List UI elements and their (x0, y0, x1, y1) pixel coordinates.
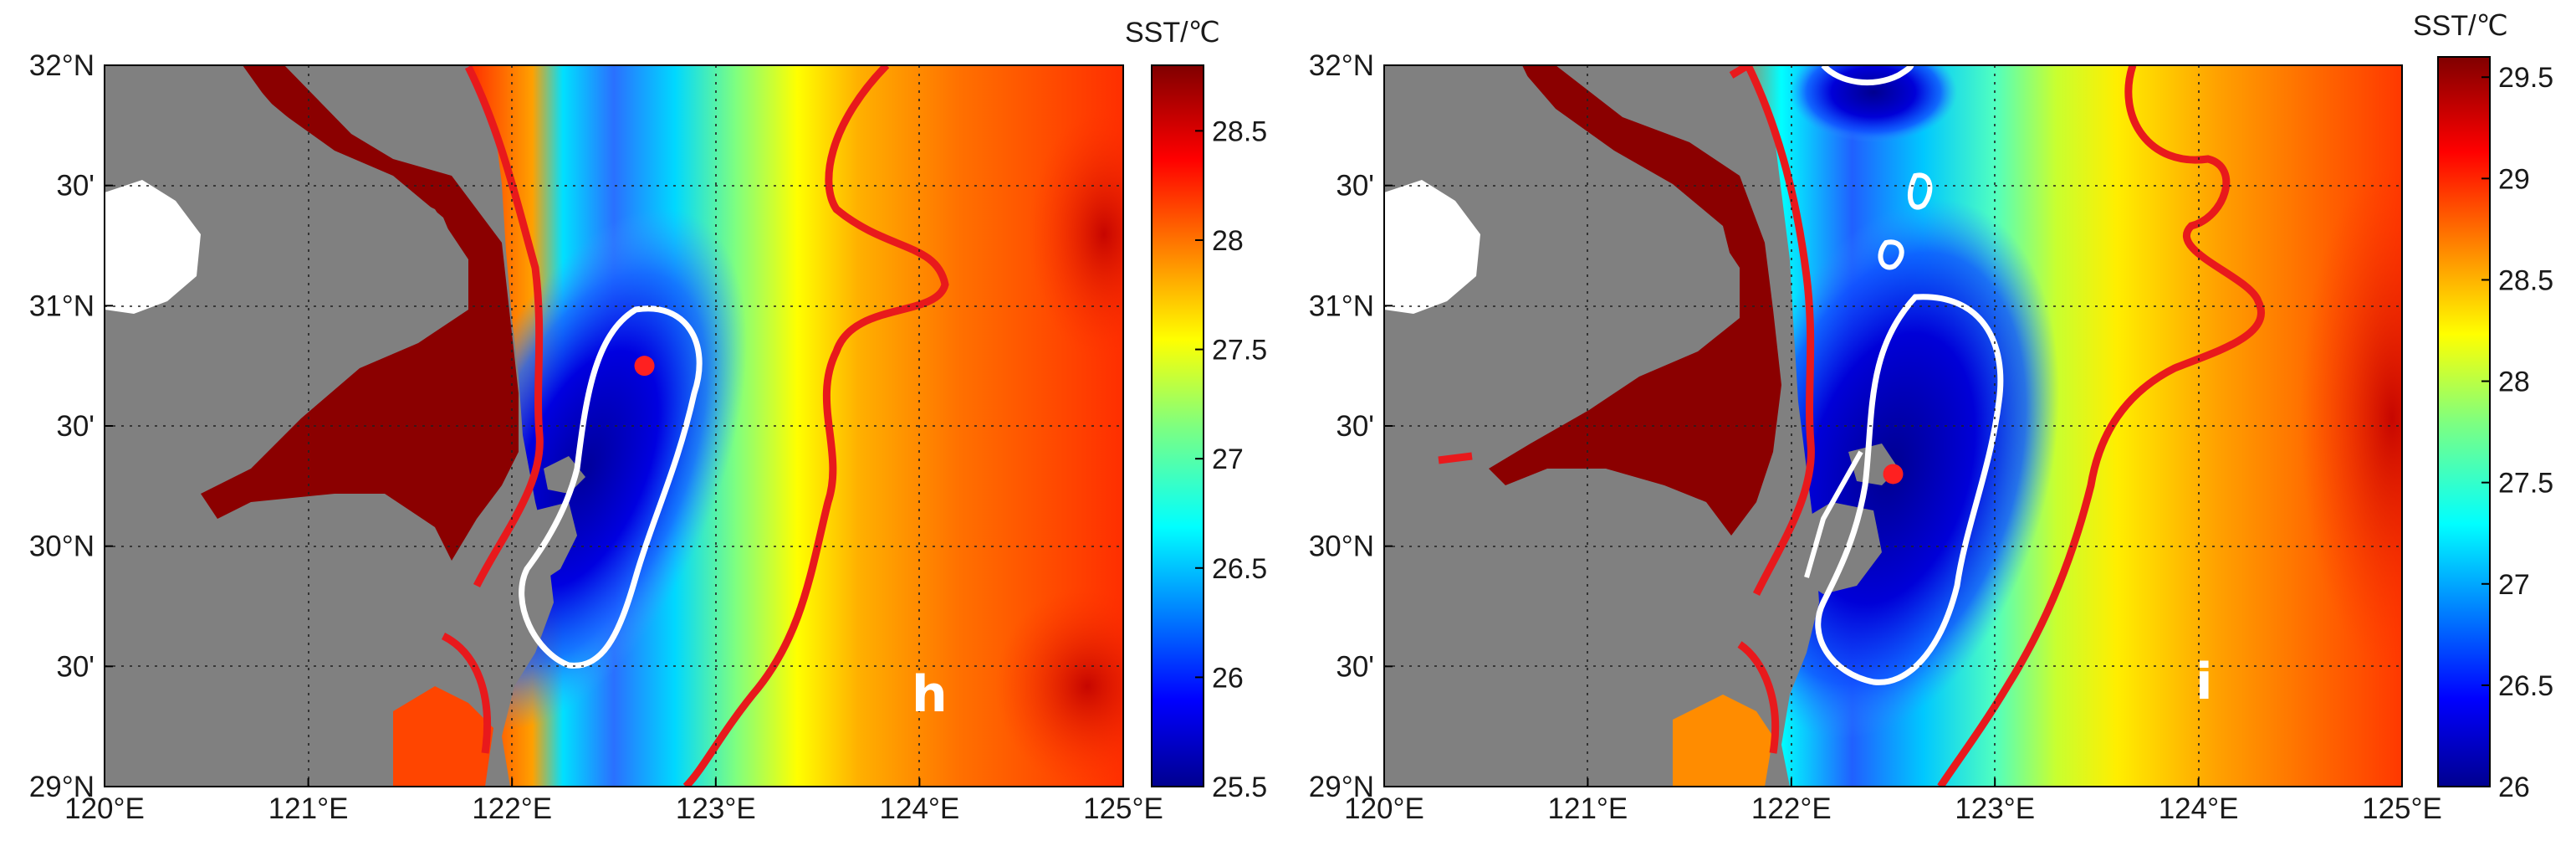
land-zhoushan-h (502, 456, 585, 586)
colorbar-tick-label-i-4: 28 (2498, 367, 2530, 398)
contour-white-west-i (1804, 450, 1863, 578)
colorbar-tick-label-h-2: 26.5 (1212, 553, 1267, 585)
colorbar-tick-label-i-1: 26.5 (2498, 670, 2553, 702)
lat-tick-label-i-3: 30' (1336, 410, 1374, 443)
lat-tick-label-h-0: 29°N (29, 771, 95, 803)
lon-axis-h: 120°E 121°E 122°E 123°E 124°E 125°E (64, 778, 1163, 825)
colorbar-tick-label-h-5: 28 (1212, 225, 1244, 257)
colorbar-tick-label-i-6: 29 (2498, 163, 2530, 195)
colorbar-tick-label-i-2: 27 (2498, 569, 2530, 601)
lake-h (105, 180, 201, 314)
lon-tick-label-h-1: 121°E (268, 792, 349, 825)
contour-red-east-h (682, 65, 949, 787)
land-changjiang-mouth-h (201, 65, 519, 561)
contour-white-north-i (1821, 65, 1914, 86)
contour-red-east-i (1937, 65, 2265, 787)
panel-label-h: h (912, 665, 948, 724)
lat-tick-label-i-0: 29°N (1309, 771, 1374, 803)
lon-tick-label-h-3: 123°E (676, 792, 756, 825)
lon-tick-label-i-3: 123°E (1955, 792, 2035, 825)
lat-tick-label-i-5: 30' (1336, 170, 1374, 203)
lake-i (1384, 180, 1480, 314)
lat-tick-label-h-6: 32°N (29, 49, 95, 82)
panel-label-i: i (2195, 653, 2213, 711)
contour-red-west-i (1744, 65, 1815, 597)
station-marker-h (634, 356, 655, 377)
contour-white-core-h (519, 305, 703, 669)
panel-i: i 120°E 121°E 122°E 123°E 124°E 125°E 29°N 30'… (1309, 10, 2553, 825)
lat-tick-label-i-2: 30°N (1309, 531, 1374, 563)
contour-red-west-h (464, 65, 544, 588)
lon-tick-label-h-4: 124°E (880, 792, 960, 825)
warm-patch-h (1029, 109, 1123, 360)
contour-red-south-i (1737, 641, 1780, 754)
grid-h (105, 65, 1123, 787)
lon-tick-label-h-5: 125°E (1083, 792, 1163, 825)
land-south-i (1673, 695, 1773, 787)
lon-tick-label-i-0: 120°E (1344, 792, 1424, 825)
lon-tick-label-i-5: 125°E (2362, 792, 2442, 825)
warm-patch-h2 (995, 586, 1123, 787)
contour-white-core-i (1815, 294, 2004, 685)
lat-axis-i: 29°N 30' 30°N 30' 31°N 30' 32°N (1309, 49, 1393, 803)
colorbar-tick-label-h-0: 25.5 (1212, 772, 1267, 803)
colorbar-ticks-i: 26 26.5 27 27.5 28 28.5 29 29.5 (2481, 62, 2553, 803)
station-marker-i (1883, 464, 1904, 485)
land-north-shore-i (1384, 65, 1735, 310)
colorbar-tick-label-h-4: 27.5 (1212, 335, 1267, 367)
lat-tick-label-h-4: 31°N (29, 290, 95, 322)
lon-tick-label-i-4: 124°E (2159, 792, 2239, 825)
contour-white-blob2-i (1878, 239, 1904, 270)
colorbar-i (2437, 56, 2491, 787)
colorbar-tick-label-i-3: 27.5 (2498, 468, 2553, 500)
contour-white-blob1-i (1907, 172, 1933, 210)
lon-tick-label-h-2: 122°E (472, 792, 552, 825)
warm-patch-i (2300, 167, 2402, 669)
colorbar-tick-label-h-1: 26 (1212, 662, 1244, 694)
lat-tick-label-h-5: 30' (56, 170, 95, 203)
lat-axis-h: 29°N 30' 30°N 30' 31°N 30' 32°N (29, 49, 113, 803)
colorbar-tick-label-i-5: 28.5 (2498, 264, 2553, 296)
lat-tick-label-h-2: 30°N (29, 531, 95, 563)
lat-tick-label-i-4: 31°N (1309, 290, 1374, 322)
colorbar-ticks-h: 25.5 26 26.5 27 27.5 28 28.5 (1195, 115, 1267, 803)
lon-tick-label-i-1: 121°E (1548, 792, 1628, 825)
colorbar-title-h: SST/℃ (1125, 17, 1220, 49)
contour-red-nw-i (1438, 65, 1751, 464)
contour-red-south-h (441, 632, 491, 754)
land-zhoushan-i (1790, 444, 1899, 594)
colorbar-title-i: SST/℃ (2413, 10, 2508, 42)
land-south-h (393, 686, 493, 787)
land-changjiang-mouth-i (1489, 65, 1781, 536)
colorbar-h (1151, 64, 1204, 787)
lat-tick-label-i-1: 30' (1336, 650, 1374, 683)
cold-north-i (1790, 65, 1957, 142)
lat-tick-label-h-1: 30' (56, 650, 95, 683)
colorbar-tick-label-i-7: 29.5 (2498, 62, 2553, 94)
lon-tick-label-h-0: 120°E (64, 792, 145, 825)
colorbar-tick-label-i-0: 26 (2498, 772, 2530, 803)
panel-h: h 120°E 121°E 122°E 123°E 124°E 125°E 29°N 30'… (29, 17, 1267, 825)
lon-tick-label-i-2: 122°E (1751, 792, 1832, 825)
lon-axis-i: 120°E 121°E 122°E 123°E 124°E 125°E (1344, 778, 2442, 825)
lat-tick-label-h-3: 30' (56, 410, 95, 443)
colorbar-tick-label-h-6: 28.5 (1212, 115, 1267, 147)
land-north-shore-h (105, 65, 464, 301)
grid-i (1384, 65, 2402, 787)
lat-tick-label-i-6: 32°N (1309, 49, 1374, 82)
colorbar-tick-label-h-3: 27 (1212, 444, 1244, 475)
